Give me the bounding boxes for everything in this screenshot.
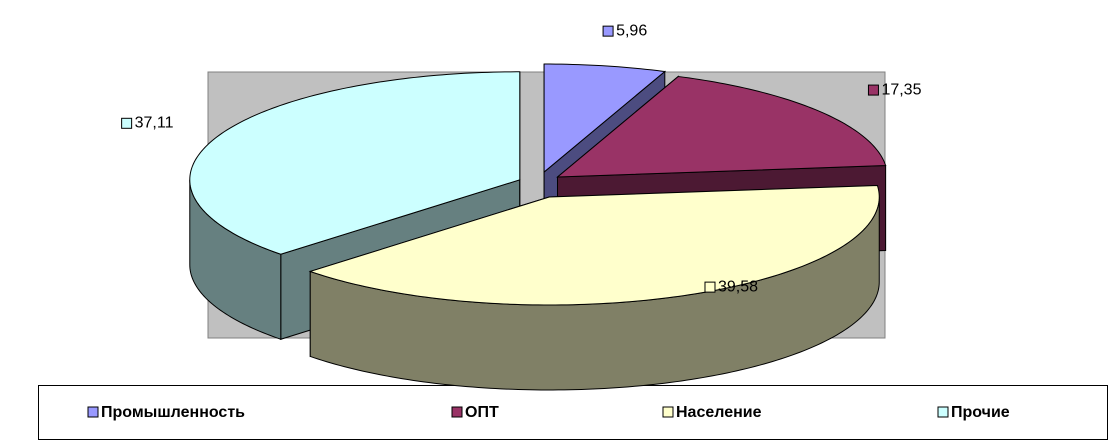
data-label: 37,11 xyxy=(135,115,174,132)
legend-label: Прочие xyxy=(951,404,1010,421)
data-label: 39,58 xyxy=(718,278,758,295)
legend-label: ОПТ xyxy=(465,404,499,421)
slice xyxy=(189,71,521,255)
data-label: 17,35 xyxy=(881,81,921,98)
slice xyxy=(556,75,887,178)
label-key xyxy=(602,25,614,37)
slice xyxy=(308,185,880,306)
label-key xyxy=(704,281,716,293)
legend-label: Население xyxy=(676,404,762,421)
label-key xyxy=(121,117,133,129)
slice xyxy=(543,63,667,174)
legend-key xyxy=(451,406,463,418)
legend-label: Промышленность xyxy=(101,404,245,421)
legend-box xyxy=(38,385,1108,440)
legend-key xyxy=(662,406,674,418)
data-label: 5,96 xyxy=(616,22,647,39)
legend-key xyxy=(87,406,99,418)
label-key xyxy=(867,84,879,96)
legend-key xyxy=(937,406,949,418)
